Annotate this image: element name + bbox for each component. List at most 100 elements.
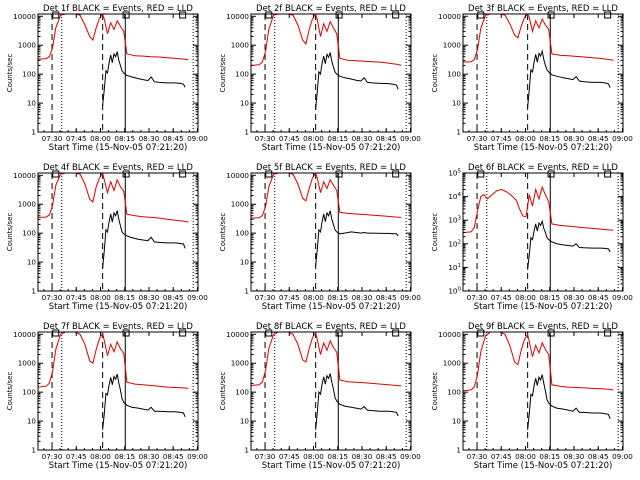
x-tick-label: 08:15 xyxy=(114,134,135,143)
x-tick-label: 09:00 xyxy=(400,293,421,302)
series-line-events xyxy=(315,373,399,430)
y-tick-label: 10000 xyxy=(13,12,36,21)
x-tick-label: 07:30 xyxy=(467,293,488,302)
x-tick-label: 08:30 xyxy=(352,293,373,302)
panel-title: Det 6f BLACK = Events, RED = LLD xyxy=(468,163,618,173)
top-marker-box xyxy=(547,170,555,178)
top-marker-box xyxy=(179,170,187,178)
x-tick-label: 08:00 xyxy=(303,452,324,461)
y-tick-label: 10 xyxy=(240,258,250,267)
panel-det-1: 07:30 07:45 08:00 08:15 08:30 08:45 09:00 1 10 10… xyxy=(6,4,208,153)
top-marker-box xyxy=(604,329,612,337)
series-line-events xyxy=(315,52,399,110)
x-tick-label: 08:30 xyxy=(564,134,585,143)
panel-title: Det 9f BLACK = Events, RED = LLD xyxy=(468,322,618,332)
y-axis-label: Counts/sec xyxy=(6,54,14,93)
top-marker-box xyxy=(604,11,612,19)
x-tick-label: 08:00 xyxy=(303,293,324,302)
x-tick-label: 08:00 xyxy=(303,134,324,143)
panel-det-5: 07:30 07:45 08:00 08:15 08:30 08:45 09:00 1 10 10… xyxy=(219,163,421,312)
x-tick-label: 08:45 xyxy=(376,452,397,461)
y-tick-label: 10000 xyxy=(438,12,461,21)
panel-title: Det 5f BLACK = Events, RED = LLD xyxy=(256,163,406,173)
x-tick-label: 08:15 xyxy=(114,452,135,461)
y-tick-label: 100 xyxy=(235,229,249,238)
series-line-events xyxy=(527,374,611,430)
x-tick-label: 08:00 xyxy=(90,134,111,143)
x-tick-label: 08:45 xyxy=(588,293,609,302)
top-marker-box xyxy=(547,329,555,337)
x-axis-label: Start Time (15-Nov-05 07:21:20) xyxy=(474,461,613,471)
series-line-lld xyxy=(463,14,614,63)
top-marker-box xyxy=(547,11,555,19)
panel-det-7: 07:30 07:45 08:00 08:15 08:30 08:45 09:00 1 10 10… xyxy=(6,322,208,471)
panel-det-9: 07:30 07:45 08:00 08:15 08:30 08:45 09:00 1 10 10… xyxy=(431,322,633,471)
panel-det-3: 07:30 07:45 08:00 08:15 08:30 08:45 09:00 1 10 10… xyxy=(431,4,633,153)
y-tick-label: 104 xyxy=(448,192,461,201)
y-tick-label: 1 xyxy=(31,128,36,137)
y-axis-label: Counts/sec xyxy=(431,54,439,93)
x-tick-label: 09:00 xyxy=(187,452,208,461)
series-line-lld xyxy=(38,332,189,389)
y-tick-label: 1000 xyxy=(443,359,462,368)
x-tick-label: 07:45 xyxy=(491,293,512,302)
y-tick-label: 10000 xyxy=(438,330,461,339)
y-tick-label: 102 xyxy=(448,239,461,248)
series-line-events xyxy=(315,210,399,267)
x-tick-label: 07:30 xyxy=(255,134,276,143)
y-tick-label: 1000 xyxy=(231,359,250,368)
x-tick-label: 08:45 xyxy=(588,452,609,461)
top-marker-box xyxy=(52,329,60,337)
x-tick-label: 08:15 xyxy=(327,293,348,302)
x-tick-label: 08:45 xyxy=(588,134,609,143)
panel-det-6: 07:30 07:45 08:00 08:15 08:30 08:45 09:0010010… xyxy=(431,163,633,312)
x-tick-label: 08:15 xyxy=(327,452,348,461)
x-tick-label: 07:30 xyxy=(42,134,63,143)
x-tick-label: 08:00 xyxy=(515,452,536,461)
y-tick-label: 1000 xyxy=(18,359,37,368)
y-tick-exponent: 4 xyxy=(458,192,462,198)
series-line-lld xyxy=(251,173,402,219)
top-marker-box xyxy=(392,329,400,337)
y-tick-exponent: 5 xyxy=(458,169,462,175)
y-tick-label: 10000 xyxy=(226,12,249,21)
x-tick-label: 07:30 xyxy=(467,452,488,461)
y-tick-label: 1000 xyxy=(18,200,37,209)
x-axis-label: Start Time (15-Nov-05 07:21:20) xyxy=(262,461,401,471)
x-tick-label: 07:30 xyxy=(467,134,488,143)
y-tick-label: 100 xyxy=(235,70,249,79)
panel-det-4: 07:30 07:45 08:00 08:15 08:30 08:45 09:00 1 10 10… xyxy=(6,163,208,312)
y-tick-label: 10 xyxy=(27,99,37,108)
x-tick-label: 07:45 xyxy=(279,452,300,461)
y-tick-exponent: 0 xyxy=(458,287,462,293)
top-marker-box xyxy=(265,170,273,178)
series-line-events xyxy=(102,210,186,269)
panel-det-2: 07:30 07:45 08:00 08:15 08:30 08:45 09:00 1 10 10… xyxy=(219,4,421,153)
x-tick-label: 08:30 xyxy=(139,452,160,461)
series-line-lld xyxy=(251,332,402,387)
series-line-events xyxy=(527,219,611,270)
y-tick-label: 100 xyxy=(448,287,461,296)
x-tick-label: 09:00 xyxy=(187,134,208,143)
panel-title: Det 1f BLACK = Events, RED = LLD xyxy=(43,4,193,14)
plot-frame xyxy=(37,331,199,451)
x-tick-label: 07:45 xyxy=(66,293,87,302)
panel-title: Det 2f BLACK = Events, RED = LLD xyxy=(256,4,406,14)
x-tick-label: 07:45 xyxy=(491,134,512,143)
y-tick-label: 100 xyxy=(22,70,36,79)
x-tick-label: 08:15 xyxy=(539,134,560,143)
panel-title: Det 8f BLACK = Events, RED = LLD xyxy=(256,322,406,332)
x-tick-label: 07:30 xyxy=(255,293,276,302)
y-tick-label: 101 xyxy=(448,263,461,272)
top-marker-box xyxy=(335,329,343,337)
x-tick-label: 07:30 xyxy=(42,452,63,461)
y-tick-label: 10 xyxy=(452,417,462,426)
top-marker-box xyxy=(52,170,60,178)
top-marker-box xyxy=(477,170,485,178)
top-marker-box xyxy=(179,11,187,19)
y-tick-label: 1 xyxy=(244,287,249,296)
top-marker-box xyxy=(604,170,612,178)
y-tick-label: 1000 xyxy=(18,41,37,50)
y-tick-exponent: 3 xyxy=(458,216,462,222)
x-axis-label: Start Time (15-Nov-05 07:21:20) xyxy=(49,302,188,312)
